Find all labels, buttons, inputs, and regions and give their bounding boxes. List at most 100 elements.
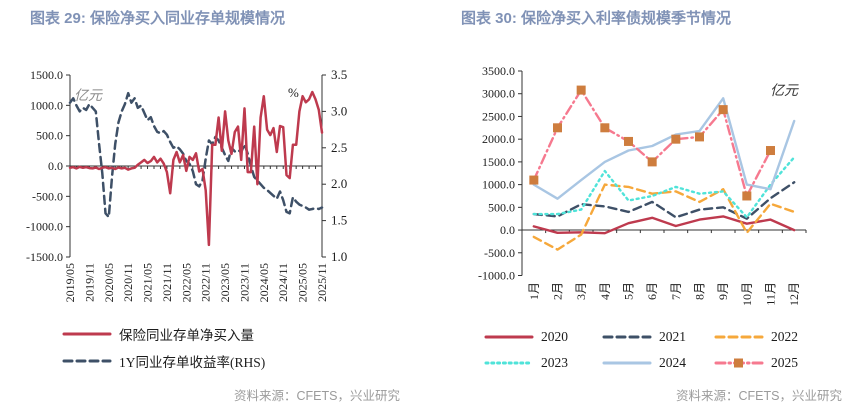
legend-swatch bbox=[602, 361, 652, 365]
y-left-tick-label: 1500.0 bbox=[30, 68, 63, 82]
marker-square bbox=[600, 123, 610, 133]
legend-rates-bond: 2020 2021 2022 2023 2024 2025 bbox=[484, 329, 826, 371]
x-tick-label: 2021/11 bbox=[160, 263, 174, 302]
x-tick-label: 2019/11 bbox=[82, 263, 96, 302]
legend-label: 1Y同业存单收益率(RHS) bbox=[119, 355, 266, 370]
x-tick-label: 8月 bbox=[693, 282, 707, 300]
y-left-tick-label: -1500.0 bbox=[26, 250, 63, 264]
legend-item-2024: 2024 bbox=[602, 355, 714, 371]
marker-square bbox=[766, 146, 775, 156]
x-tick-label: 2021/05 bbox=[141, 263, 155, 302]
y-right-tick-label: 1.5 bbox=[331, 213, 347, 228]
y-tick-label: 3500.0 bbox=[482, 64, 515, 78]
y-right-tick-label: 3.0 bbox=[331, 103, 347, 118]
legend-label: 保险同业存单净买入量 bbox=[119, 328, 254, 343]
rates-bond-seasonal-chart: -1000.0 -500.0 0.0 500.0 1000.0 1500.0 2000.0 2… bbox=[478, 64, 807, 306]
legend-swatch bbox=[484, 361, 534, 365]
x-tick-label: 2025/11 bbox=[315, 263, 329, 302]
legend-item-2020: 2020 bbox=[484, 329, 602, 345]
y-left-tick-label: 0.0 bbox=[48, 159, 63, 173]
legend-label: 2022 bbox=[771, 329, 798, 344]
unit-label-right: % bbox=[288, 85, 299, 100]
x-tick-label: 11月 bbox=[764, 282, 778, 306]
marker-square bbox=[742, 191, 752, 201]
y-tick-label: 3000.0 bbox=[482, 87, 515, 101]
y-right-tick-label: 1.0 bbox=[331, 249, 347, 264]
source-note-rates-bond: 资料来源：CFETS，兴业研究 bbox=[676, 389, 842, 403]
y-tick-label: 2000.0 bbox=[482, 132, 515, 146]
legend-item-保险同业存单净买入量: 保险同业存单净买入量 bbox=[62, 324, 265, 344]
x-tick-label: 12月 bbox=[787, 282, 801, 306]
y-tick-label: -500.0 bbox=[484, 246, 515, 260]
x-tick-label: 2025/05 bbox=[296, 263, 310, 302]
legend-label: 2023 bbox=[541, 355, 568, 370]
x-tick-label: 2022/05 bbox=[179, 263, 193, 302]
y-left-tick-label: 1000.0 bbox=[30, 98, 63, 112]
y-tick-label: 0.0 bbox=[500, 223, 515, 237]
x-tick-label: 9月 bbox=[716, 282, 730, 300]
legend-ncd: 保险同业存单净买入量 1Y同业存单收益率(RHS) bbox=[62, 324, 265, 371]
series-2022 bbox=[532, 183, 796, 251]
marker-square bbox=[671, 134, 681, 144]
legend-swatch bbox=[714, 335, 764, 339]
legend-item-1Y同业存单收益率(RHS): 1Y同业存单收益率(RHS) bbox=[62, 351, 265, 371]
marker-square bbox=[529, 175, 539, 185]
x-tick-label: 2020/11 bbox=[121, 263, 135, 302]
legend-swatch bbox=[62, 332, 112, 336]
x-tick-label: 2024/05 bbox=[257, 263, 271, 302]
y-right-tick-label: 2.5 bbox=[331, 140, 347, 155]
x-tick-label: 2020/05 bbox=[102, 263, 116, 302]
legend-label: 2020 bbox=[541, 329, 568, 344]
marker-square bbox=[624, 136, 633, 146]
y-left-tick-label: -500.0 bbox=[32, 189, 63, 203]
marker-square bbox=[647, 157, 657, 167]
x-tick-label: 2023/05 bbox=[218, 263, 232, 302]
x-tick-label: 3月 bbox=[574, 282, 588, 300]
legend-label: 2024 bbox=[659, 355, 686, 370]
series-1 bbox=[68, 91, 324, 219]
legend-item-2022: 2022 bbox=[714, 329, 826, 345]
x-tick-label: 2023/11 bbox=[237, 263, 251, 302]
x-tick-label: 2022/11 bbox=[199, 263, 213, 302]
y-right-tick-label: 3.5 bbox=[331, 67, 347, 82]
x-tick-label: 2月 bbox=[551, 282, 565, 300]
chart-title-ncd: 图表 29: 保险净买入同业存单规模情况 bbox=[30, 10, 286, 27]
source-note-ncd: 资料来源：CFETS，兴业研究 bbox=[234, 389, 400, 403]
legend-swatch bbox=[484, 335, 534, 339]
marker-square bbox=[553, 123, 562, 133]
marker-square bbox=[695, 132, 704, 142]
series-2021 bbox=[532, 181, 796, 220]
series-2023 bbox=[532, 156, 796, 219]
x-tick-label: 6月 bbox=[645, 282, 659, 300]
y-tick-label: -1000.0 bbox=[478, 269, 515, 283]
y-tick-label: 1500.0 bbox=[482, 155, 515, 169]
ncd-net-buy-chart: -1500.0 -1000.0 -500.0 0.0 500.0 1000.0 1500.0… bbox=[26, 67, 347, 302]
x-tick-label: 1月 bbox=[527, 282, 541, 300]
marker-square bbox=[576, 85, 586, 95]
y-tick-label: 500.0 bbox=[488, 200, 515, 214]
legend-marker-square bbox=[734, 358, 743, 368]
y-left-tick-label: 500.0 bbox=[36, 129, 63, 143]
y-tick-label: 2500.0 bbox=[482, 109, 515, 123]
legend-label: 2021 bbox=[659, 329, 686, 344]
legend-label: 2025 bbox=[771, 355, 798, 370]
chart-panel-ncd: 图表 29: 保险净买入同业存单规模情况 -1500.0 -1000.0 -500.… bbox=[26, 10, 400, 403]
unit-label: 亿元 bbox=[770, 83, 799, 99]
y-tick-label: 1000.0 bbox=[482, 178, 515, 192]
legend-swatch bbox=[714, 358, 764, 368]
legend-item-2025: 2025 bbox=[714, 355, 826, 371]
x-tick-label: 10月 bbox=[740, 282, 754, 306]
chart-title-rates-bond: 图表 30: 保险净买入利率债规模季节情况 bbox=[461, 10, 732, 27]
x-tick-label: 2019/05 bbox=[63, 263, 77, 302]
marker-square bbox=[718, 105, 728, 115]
legend-item-2023: 2023 bbox=[484, 355, 602, 371]
legend-swatch bbox=[602, 335, 652, 339]
series-2024 bbox=[532, 97, 796, 200]
x-tick-label: 4月 bbox=[598, 282, 612, 300]
y-right-tick-label: 2.0 bbox=[331, 176, 347, 191]
x-tick-label: 7月 bbox=[669, 282, 683, 300]
y-left-tick-label: -1000.0 bbox=[26, 220, 63, 234]
series-2020 bbox=[532, 215, 796, 235]
chart-panel-rates-bond: 图表 30: 保险净买入利率债规模季节情况 -1000.0 -500.0 0.0 50… bbox=[428, 0, 856, 412]
